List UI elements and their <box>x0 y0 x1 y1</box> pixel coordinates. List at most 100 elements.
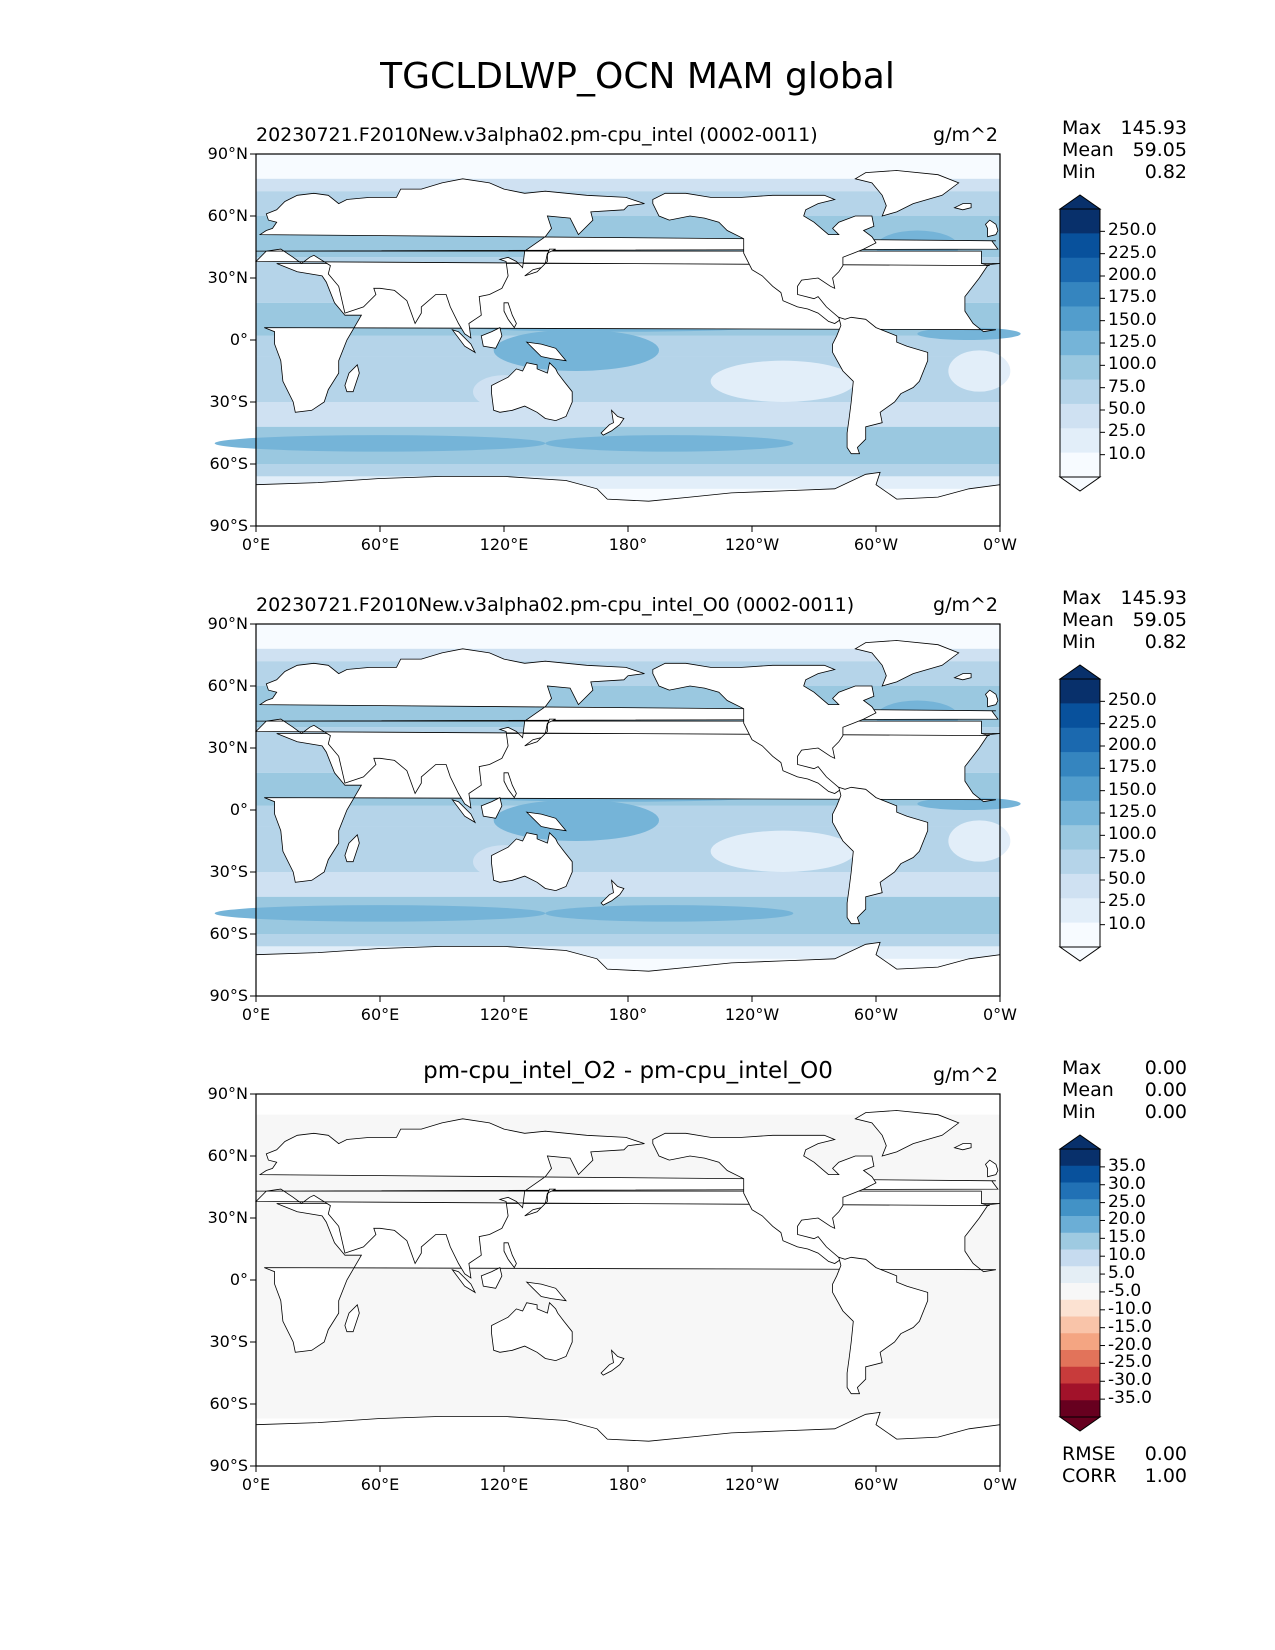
land-antarctica <box>255 471 1001 527</box>
land-new-zealand <box>600 879 625 906</box>
panel-3-mean-label: Mean <box>1062 1079 1114 1101</box>
colorbar-label: -30.0 <box>1108 1370 1152 1391</box>
lon-tick-label: 120°E <box>479 1005 529 1024</box>
colorbar-segment <box>1060 1283 1100 1301</box>
colorbar-segment <box>1060 752 1100 777</box>
panel-3-corr-label: CORR <box>1062 1465 1117 1487</box>
colorbar-segment <box>1060 355 1100 381</box>
lat-tick-label: 90°N <box>207 614 248 633</box>
colorbar-segment <box>1060 1216 1100 1234</box>
lon-tick-label: 60°W <box>853 535 899 554</box>
lon-tick-label: 0°W <box>983 1475 1017 1494</box>
panel-3-min-value: 0.00 <box>1144 1101 1187 1123</box>
land-antarctica <box>255 1411 1001 1467</box>
panel-1-map <box>214 153 1021 532</box>
colorbar-extend-top <box>1058 664 1102 680</box>
land-south-america <box>832 786 929 925</box>
panel-1-max-label: Max <box>1062 117 1102 139</box>
colorbar-label: 35.0 <box>1108 1155 1146 1176</box>
colorbar-label: 75.0 <box>1108 846 1146 867</box>
land-uk <box>985 1159 999 1178</box>
lon-tick-label: 0°E <box>241 535 271 554</box>
colorbar-label: 250.0 <box>1108 690 1157 711</box>
lat-tick-label: 30°S <box>209 862 248 881</box>
panel-1-mean-label: Mean <box>1062 139 1114 161</box>
panel-1-max-value: 145.93 <box>1120 117 1187 139</box>
lat-tick-label: 60°N <box>207 1146 248 1165</box>
lwp-feature-6 <box>710 830 856 872</box>
colorbar-label: -5.0 <box>1108 1280 1142 1301</box>
colorbar-segment <box>1060 898 1100 924</box>
lat-tick-label: 90°S <box>209 986 248 1005</box>
colorbar-segment <box>1060 1182 1100 1200</box>
lwp-feature-6 <box>710 360 856 402</box>
panel-2-colorbar <box>1058 664 1105 962</box>
land-antarctica <box>255 941 1001 997</box>
land-iceland <box>953 203 972 211</box>
panel-1-units: g/m^2 <box>933 124 998 146</box>
land-new-guinea <box>525 1281 567 1302</box>
lon-tick-label: 120°E <box>479 535 529 554</box>
lon-tick-label: 180° <box>608 535 648 554</box>
panel-2-map <box>214 623 1021 1002</box>
colorbar-segment <box>1060 1333 1100 1351</box>
land-iceland <box>953 673 972 681</box>
lat-tick-label: 60°S <box>209 1394 248 1413</box>
colorbar-label: 250.0 <box>1108 220 1157 241</box>
colorbar-segment <box>1060 403 1100 429</box>
colorbar-segment <box>1060 379 1100 405</box>
lon-tick-label: 120°W <box>724 1475 780 1494</box>
panel-1-min-value: 0.82 <box>1144 161 1187 183</box>
land-borneo <box>480 327 503 349</box>
colorbar-label: 150.0 <box>1108 779 1157 800</box>
land-north-america <box>652 662 877 794</box>
colorbar-label: 75.0 <box>1108 376 1146 397</box>
colorbar-label: 25.0 <box>1108 1191 1146 1212</box>
land-new-guinea <box>525 341 567 362</box>
land-borneo <box>480 1267 503 1289</box>
colorbar-label: 50.0 <box>1108 869 1146 889</box>
colorbar-label: 10.0 <box>1108 1245 1146 1266</box>
colorbar-label: 25.0 <box>1108 891 1146 912</box>
panel-1-mean-value: 59.05 <box>1132 139 1187 161</box>
lwp-feature-7 <box>948 350 1011 392</box>
panel-3-rmse-value: 0.00 <box>1144 1443 1187 1465</box>
panel-2-mean-label: Mean <box>1062 609 1114 631</box>
colorbar-label: 200.0 <box>1108 265 1157 285</box>
panel-2-max-label: Max <box>1062 587 1102 609</box>
lon-tick-label: 60°W <box>853 1005 899 1024</box>
lat-tick-label: 90°N <box>207 1084 248 1103</box>
colorbar-segment <box>1060 1366 1100 1384</box>
colorbar-frame <box>1059 1148 1101 1418</box>
colorbar-extend-bottom <box>1058 476 1102 492</box>
lat-tick-label: 60°S <box>209 454 248 473</box>
lon-tick-label: 120°W <box>724 1005 780 1024</box>
land-europe-asia <box>255 1118 999 1279</box>
colorbar-label: 15.0 <box>1108 1227 1146 1248</box>
colorbar-segment <box>1060 679 1100 704</box>
panel-3-min-label: Min <box>1062 1101 1096 1123</box>
colorbar-label: 50.0 <box>1108 399 1146 419</box>
colorbar-label: -25.0 <box>1108 1352 1152 1373</box>
land-greenland <box>854 170 960 217</box>
panel-3-corr-value: 1.00 <box>1144 1465 1187 1487</box>
colorbar-label: 150.0 <box>1108 309 1157 330</box>
lat-tick-label: 30°S <box>209 1332 248 1351</box>
lwp-feature-3 <box>214 435 546 452</box>
colorbar-segment <box>1060 428 1100 454</box>
lon-tick-label: 120°W <box>724 535 780 554</box>
colorbar-segment <box>1060 1383 1100 1401</box>
panel-3-colorbar <box>1058 1134 1105 1432</box>
land-new-guinea <box>525 811 567 832</box>
land-madagascar <box>344 364 360 393</box>
lat-tick-label: 30°S <box>209 392 248 411</box>
colorbar-segment <box>1060 825 1100 851</box>
land-new-zealand <box>600 409 625 436</box>
colorbar-segment <box>1060 452 1100 478</box>
colorbar-extend-bottom <box>1058 1416 1102 1432</box>
lat-tick-label: 0° <box>229 800 248 819</box>
land-iceland <box>953 1143 972 1151</box>
lat-tick-label: 60°N <box>207 676 248 695</box>
lon-tick-label: 60°E <box>360 535 400 554</box>
land-sumatra <box>451 1268 477 1294</box>
